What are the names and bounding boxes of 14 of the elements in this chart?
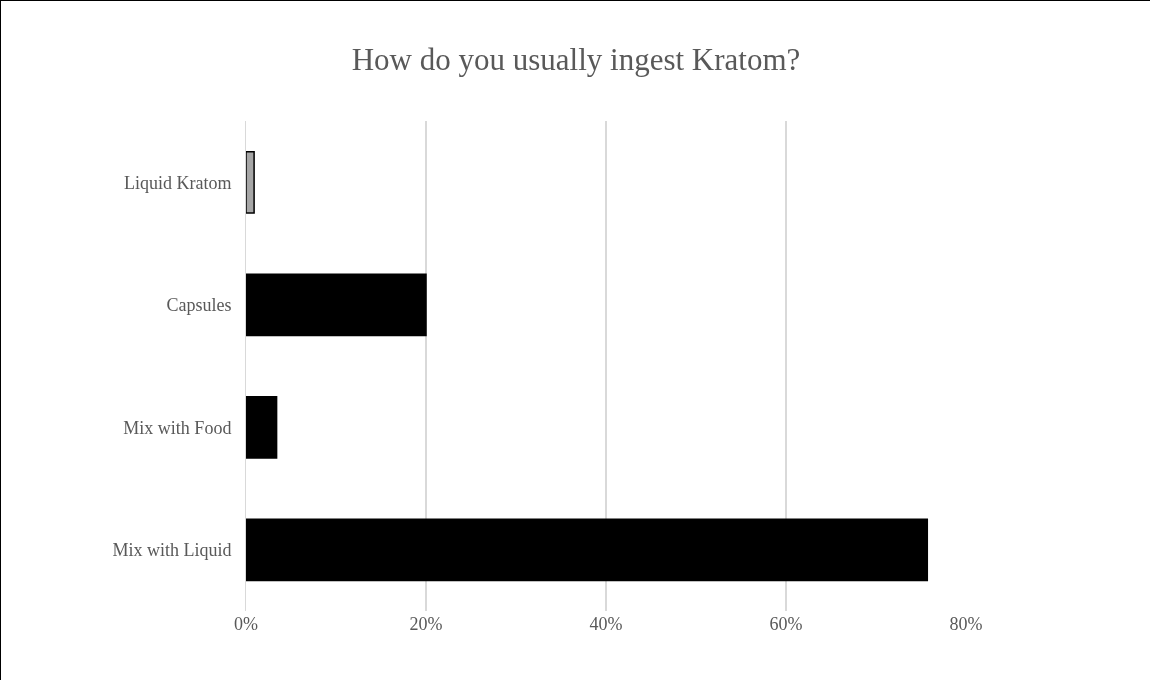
bar bbox=[246, 395, 278, 459]
bar bbox=[246, 273, 427, 337]
y-tick-label: Mix with Liquid bbox=[112, 540, 232, 561]
bar bbox=[246, 518, 929, 582]
y-tick-label: Liquid Kratom bbox=[123, 172, 232, 193]
x-tick-label: 40% bbox=[589, 614, 623, 634]
bar bbox=[246, 150, 255, 214]
x-tick-label: 60% bbox=[769, 614, 803, 634]
y-tick-label: Capsules bbox=[166, 295, 232, 316]
chart-title: How do you usually ingest Kratom? bbox=[351, 42, 801, 78]
x-tick-label: 20% bbox=[409, 614, 443, 634]
x-tick-label: 80% bbox=[949, 614, 983, 634]
y-tick-label: Mix with Food bbox=[123, 417, 232, 438]
x-tick-label: 0% bbox=[234, 614, 258, 634]
